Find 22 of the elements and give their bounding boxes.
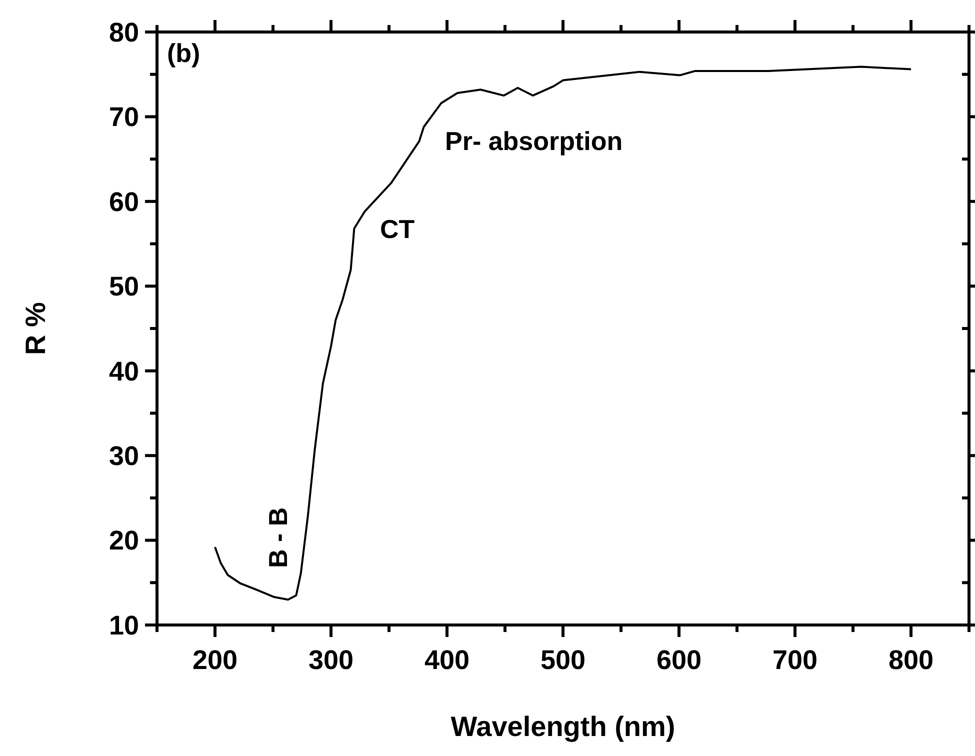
annotation: B - B bbox=[263, 507, 293, 568]
x-tick-label: 200 bbox=[192, 645, 238, 675]
x-axis-title: Wavelength (nm) bbox=[450, 711, 676, 742]
y-tick-label: 40 bbox=[108, 356, 139, 386]
y-tick-label: 10 bbox=[108, 610, 139, 640]
x-tick-label: 800 bbox=[888, 645, 934, 675]
y-tick-label: 30 bbox=[108, 441, 139, 472]
annotation: CT bbox=[380, 214, 415, 244]
y-tick-label: 80 bbox=[108, 17, 139, 48]
x-tick-label: 600 bbox=[656, 645, 702, 675]
annotation: (b) bbox=[167, 38, 200, 68]
x-tick-label: 300 bbox=[308, 645, 354, 675]
y-tick-label: 70 bbox=[108, 102, 139, 132]
y-tick-label: 60 bbox=[108, 186, 139, 217]
x-tick-label: 700 bbox=[772, 645, 818, 675]
x-tick-label: 400 bbox=[424, 645, 470, 675]
y-tick-label: 50 bbox=[108, 272, 139, 302]
line-series bbox=[214, 66, 912, 601]
y-axis-title: R % bbox=[20, 302, 51, 355]
annotation: Pr- absorption bbox=[445, 126, 623, 156]
y-tick-label: 20 bbox=[108, 526, 139, 556]
x-tick-label: 500 bbox=[540, 645, 586, 675]
